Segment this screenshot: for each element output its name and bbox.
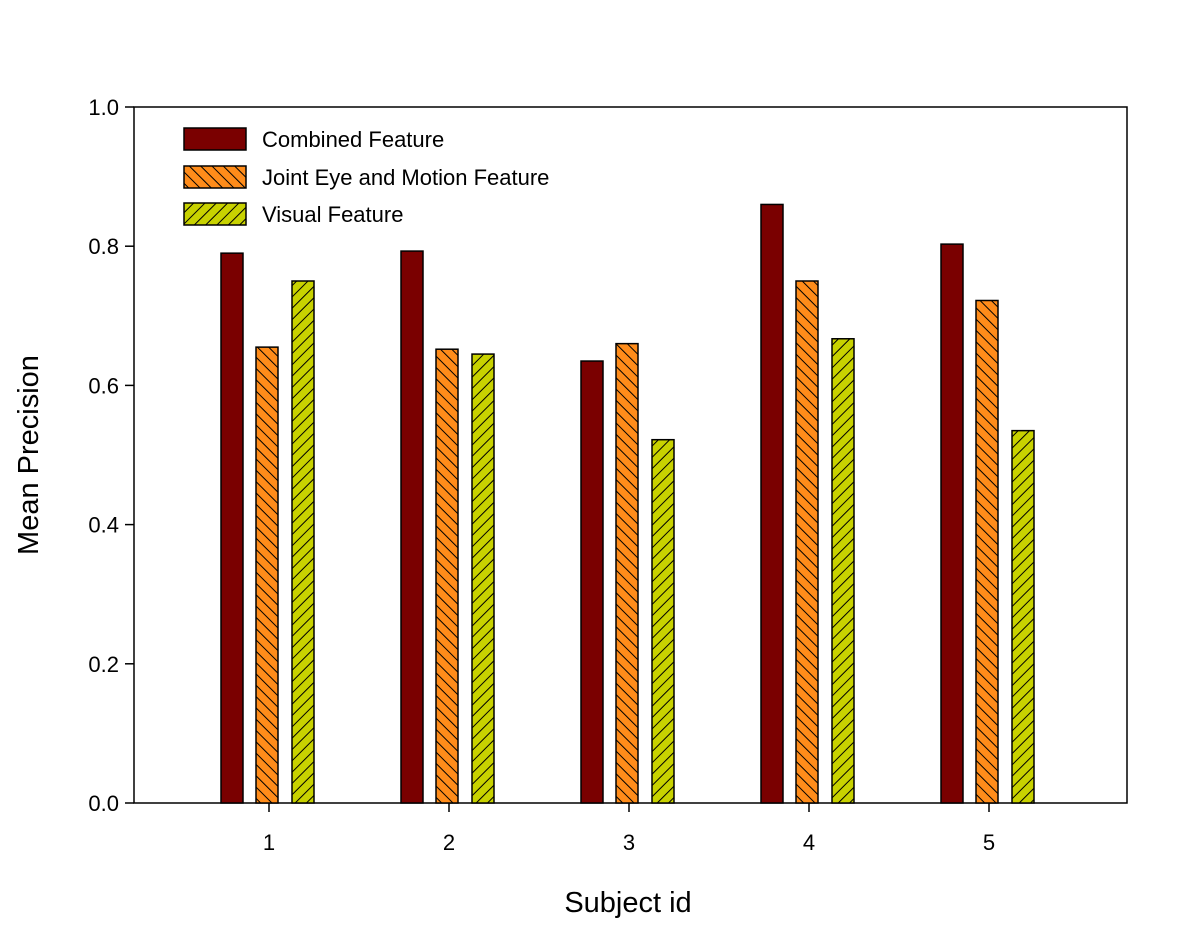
legend-label: Joint Eye and Motion Feature [262, 165, 549, 190]
y-axis: 0.0 0.2 0.4 0.6 0.8 1.0 [88, 95, 134, 816]
x-tick-label: 4 [803, 830, 815, 855]
y-axis-title: Mean Precision [13, 355, 45, 555]
bar-series1-subject-3 [580, 360, 604, 804]
bar-series2-subject-3 [615, 342, 639, 804]
x-axis-title: Subject id [564, 887, 691, 919]
bar-series2-subject-1 [255, 346, 279, 804]
bar-series3-subject-1 [291, 280, 315, 804]
bar-series1-subject-2 [400, 250, 424, 804]
x-tick-label: 2 [443, 830, 455, 855]
bar-series2-subject-5 [975, 299, 999, 804]
y-tick-label: 1.0 [88, 95, 119, 120]
bar-series1-subject-1 [220, 252, 244, 804]
bar-series3-subject-4 [831, 338, 855, 804]
bar-series3-subject-3 [651, 438, 675, 804]
bar-series2-subject-4 [795, 280, 819, 804]
legend: Combined Feature Joint Eye and Motion Fea… [183, 127, 549, 227]
y-tick-label: 0.4 [88, 513, 119, 538]
bar-series1-subject-4 [760, 203, 784, 804]
bars [220, 203, 1035, 804]
legend-swatch [183, 165, 247, 189]
bar-series2-subject-2 [435, 348, 459, 804]
legend-label: Visual Feature [262, 202, 403, 227]
legend-swatch [183, 202, 247, 226]
x-tick-label: 5 [983, 830, 995, 855]
bar-series1-subject-5 [940, 243, 964, 804]
legend-label: Combined Feature [262, 127, 444, 152]
bar-series3-subject-2 [471, 353, 495, 804]
x-axis: 1 2 3 4 5 [263, 803, 995, 855]
y-tick-label: 0.2 [88, 652, 119, 677]
y-tick-label: 0.6 [88, 373, 119, 398]
bar-series3-subject-5 [1011, 429, 1035, 804]
x-tick-label: 3 [623, 830, 635, 855]
y-tick-label: 0.0 [88, 791, 119, 816]
legend-swatch [183, 127, 247, 151]
y-tick-label: 0.8 [88, 234, 119, 259]
x-tick-label: 1 [263, 830, 275, 855]
